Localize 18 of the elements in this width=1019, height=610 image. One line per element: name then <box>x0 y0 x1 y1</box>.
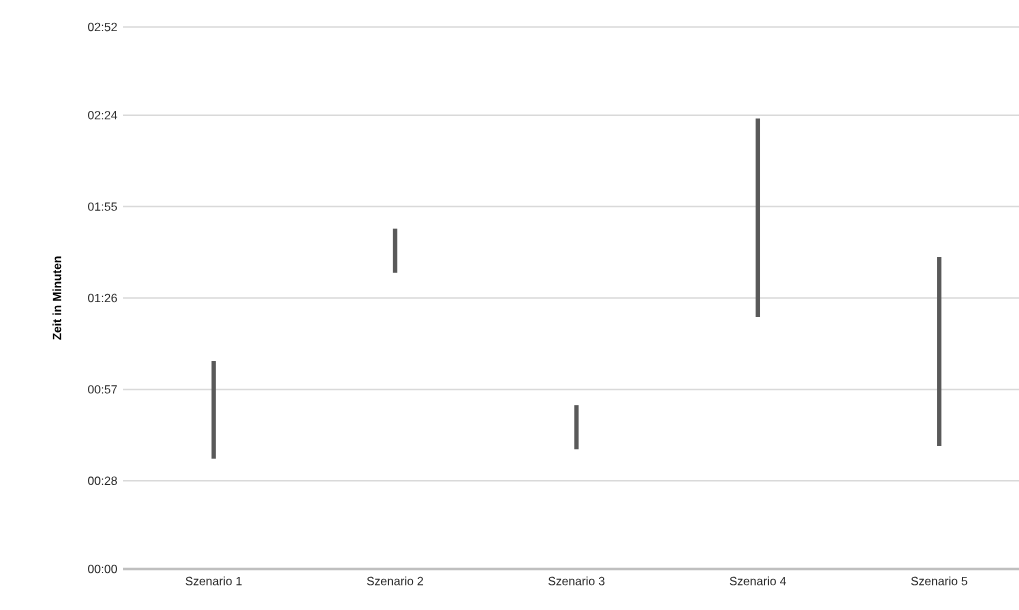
bar <box>574 405 579 450</box>
x-tick-label: Szenario 4 <box>729 576 787 586</box>
bar <box>937 257 942 447</box>
y-tick-label: 00:28 <box>88 476 117 485</box>
x-tick-label: Szenario 1 <box>185 576 242 586</box>
y-tick-label: 00:00 <box>88 564 118 574</box>
bar <box>392 228 398 273</box>
y-axis-title: Zeit in Minuten <box>52 256 62 340</box>
x-tick-label: Szenario 5 <box>911 576 968 586</box>
y-tick-label: 02:52 <box>88 22 117 32</box>
bar <box>755 118 760 317</box>
y-tick-label: 02:24 <box>88 111 118 120</box>
x-tick-label: Szenario 2 <box>367 576 424 586</box>
y-tick-label: 01:55 <box>88 202 117 211</box>
y-tick-label: 00:57 <box>88 385 117 394</box>
x-tick-label: Szenario 3 <box>548 576 605 586</box>
y-tick-label: 01:26 <box>88 293 117 303</box>
bar <box>211 361 216 459</box>
